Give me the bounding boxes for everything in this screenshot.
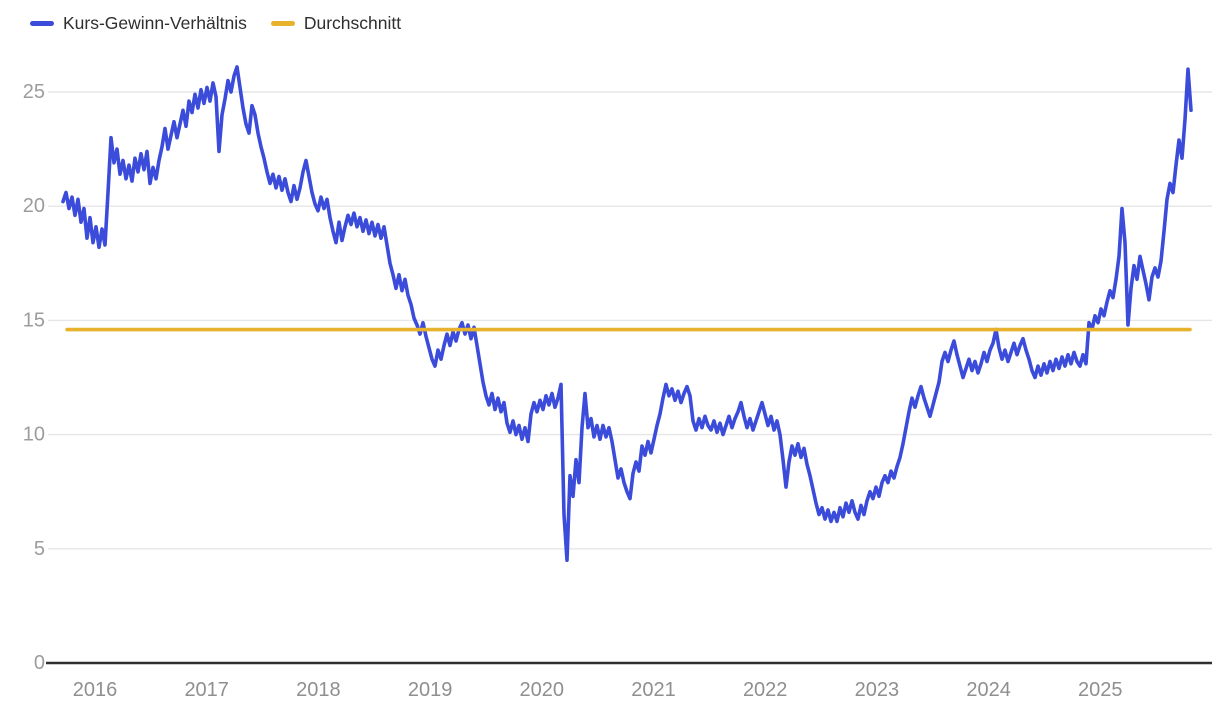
x-tick-label-2022: 2022 <box>743 679 788 701</box>
series-line-kurs-gewinn-verh-ltnis <box>61 65 1193 563</box>
y-tick-label-15: 15 <box>23 309 45 331</box>
legend-item-kurs-gewinn-verhaeltnis[interactable]: Kurs-Gewinn-Verhältnis <box>30 12 247 34</box>
x-tick-label-2020: 2020 <box>520 679 565 701</box>
y-tick-label-25: 25 <box>23 81 45 103</box>
x-tick-label-2023: 2023 <box>855 679 900 701</box>
y-tick-label-10: 10 <box>23 424 45 446</box>
x-tick-label-2021: 2021 <box>631 679 676 701</box>
x-tick-label-2019: 2019 <box>408 679 453 701</box>
x-tick-label-2018: 2018 <box>296 679 341 701</box>
x-tick-label-2024: 2024 <box>966 679 1011 701</box>
series-line-swatch <box>30 20 54 26</box>
y-tick-label-5: 5 <box>34 538 45 560</box>
x-tick-label-2017: 2017 <box>184 679 229 701</box>
y-tick-label-20: 20 <box>23 195 45 217</box>
x-tick-label-2025: 2025 <box>1078 679 1123 701</box>
legend-label-durchschnitt: Durchschnitt <box>303 13 402 33</box>
average-line-swatch <box>270 20 295 26</box>
legend-label-kurs-gewinn-verhaeltnis: Kurs-Gewinn-Verhältnis <box>63 13 247 33</box>
y-tick-label-0: 0 <box>34 652 45 674</box>
x-tick-label-2016: 2016 <box>73 679 118 701</box>
legend: Kurs-Gewinn-Verhältnis Durchschnitt <box>30 12 401 34</box>
legend-item-durchschnitt[interactable]: Durchschnitt <box>270 12 402 34</box>
